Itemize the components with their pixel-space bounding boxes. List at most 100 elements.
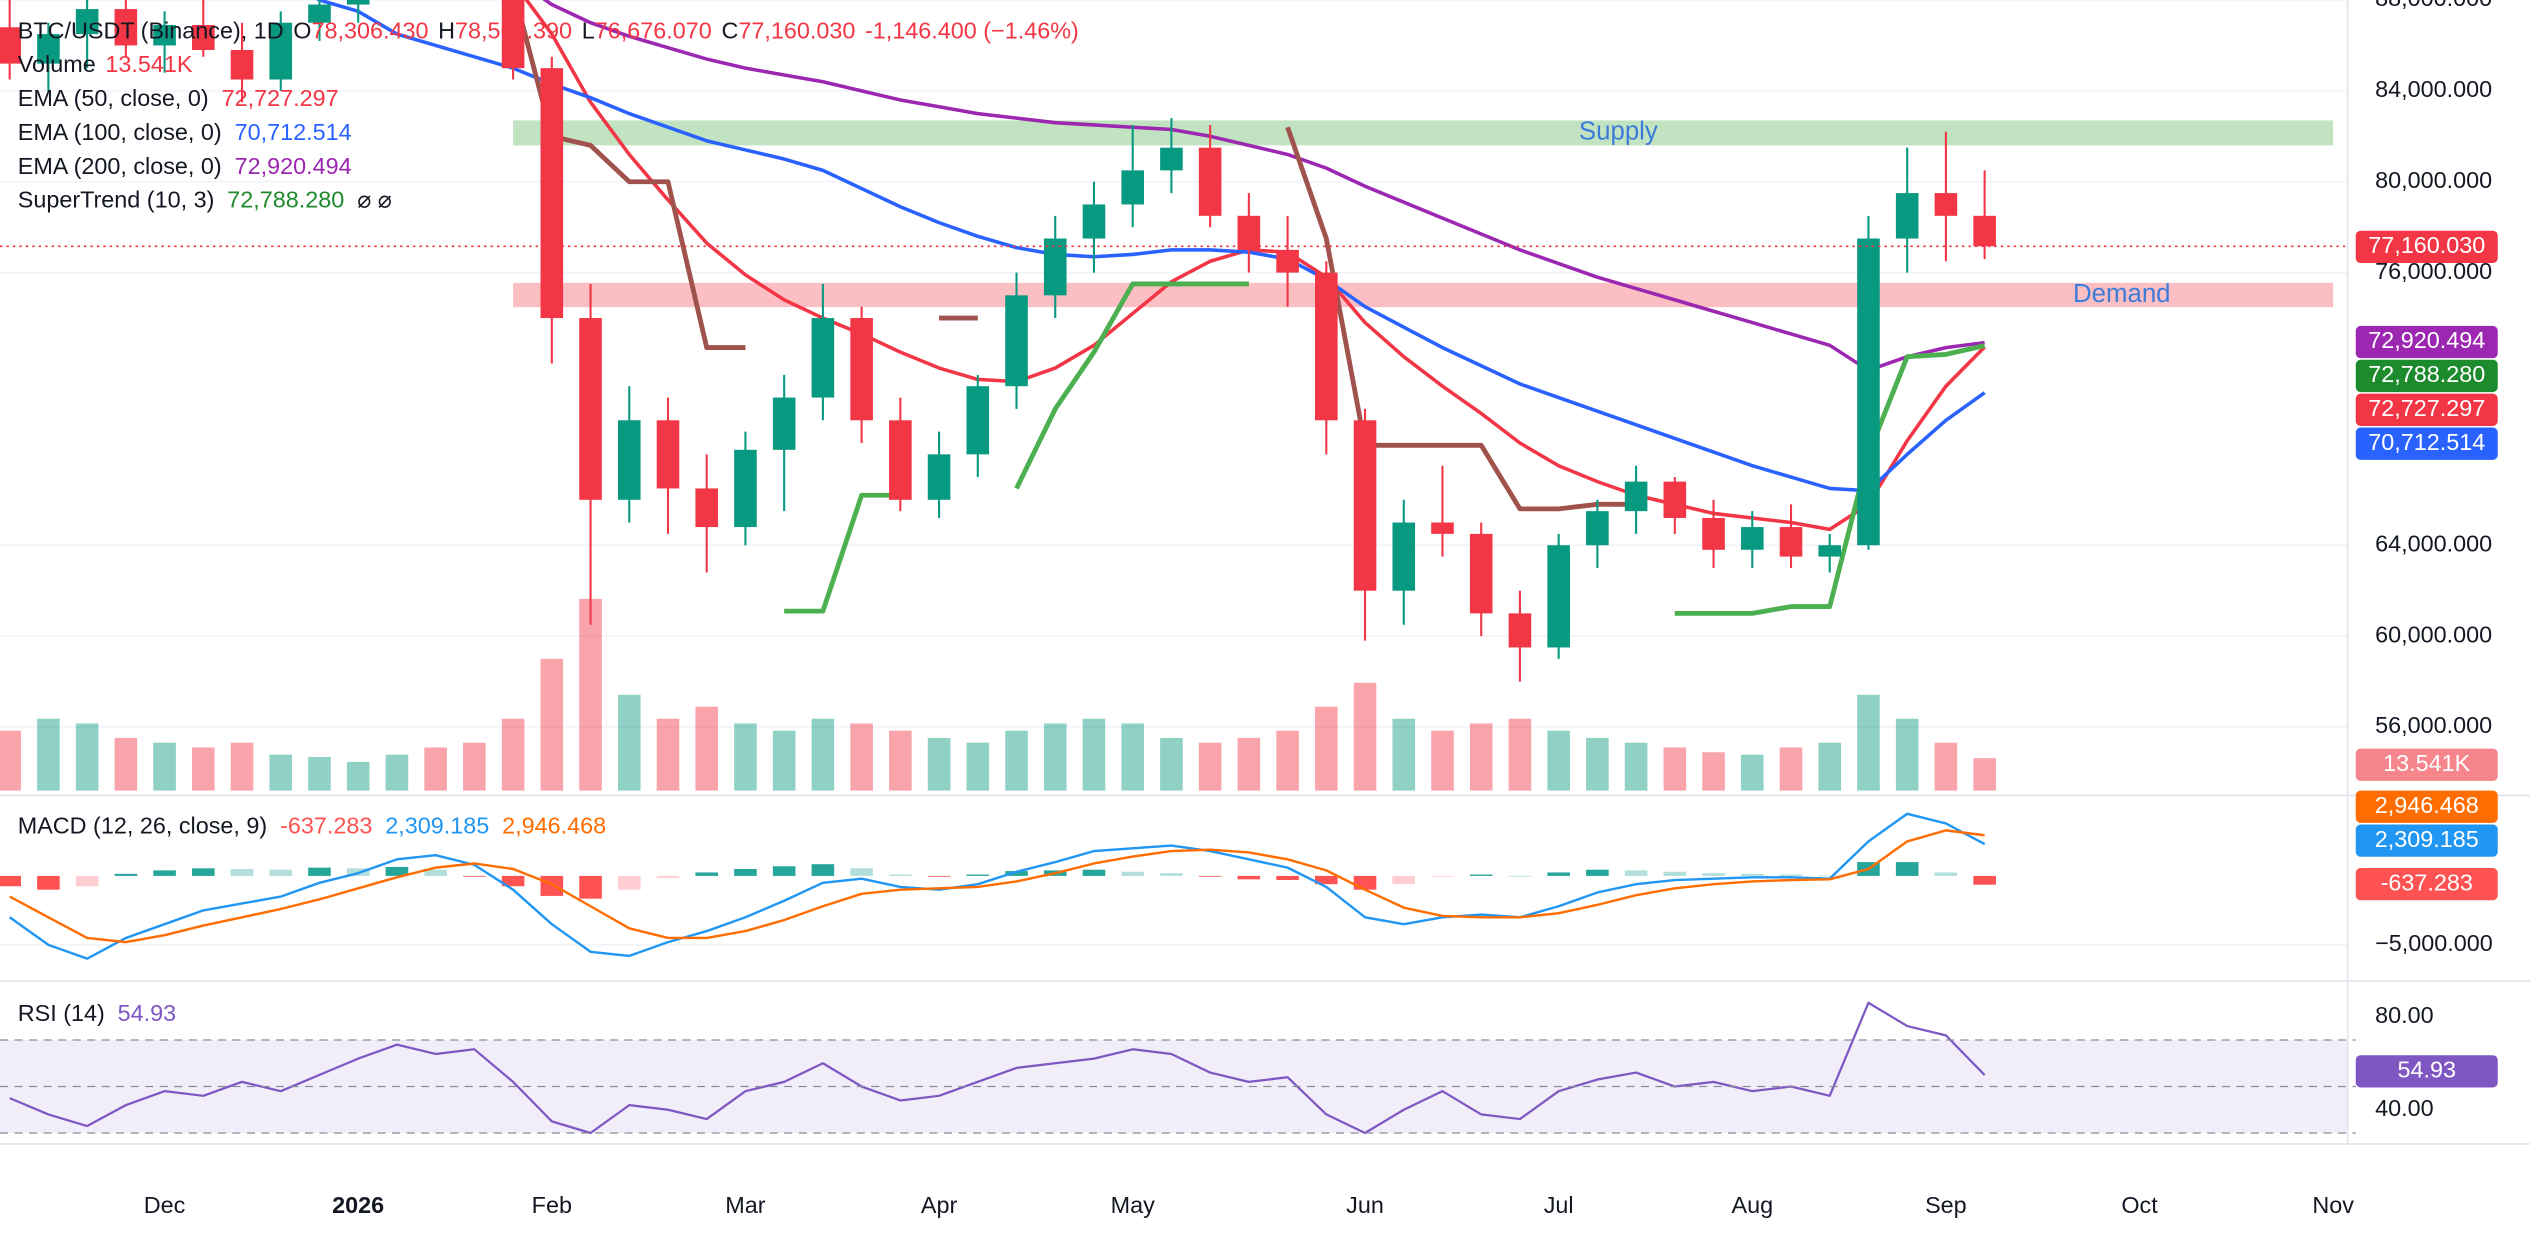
price-badge-label: 77,160.030 [2368,232,2485,258]
y-tick-label: 88,000.000 [2375,0,2492,11]
volume-bar [1237,737,1261,791]
legend-text: 72,788.280 [227,187,344,213]
candle-body [1121,170,1144,205]
legend-text: 72,727.297 [222,85,339,111]
candle-body [1469,533,1493,614]
macd-histogram-bar [1082,869,1106,876]
volume-bar [889,730,912,791]
candle-body [889,420,912,500]
price-badge [2355,1055,2498,1088]
macd-histogram-bar [1624,870,1648,876]
macd-histogram-bar [1160,873,1183,876]
macd-histogram-bar [1276,875,1299,881]
candle-body [501,0,525,69]
legend-text: -637.283 [280,813,372,839]
macd-histogram-bar [772,866,796,876]
macd-histogram-bar [734,869,757,876]
macd-histogram-bar [75,875,99,887]
legend-text: L [582,17,595,43]
macd-histogram-bar [811,864,835,876]
macd-histogram-bar [966,874,990,876]
legend-text: EMA (200, close, 0) [18,153,222,179]
candle-body [579,318,602,500]
legend-text: 54.93 [118,1000,177,1026]
macd-histogram-bar [1508,875,1532,877]
price-badge [2355,359,2498,393]
legend-text: C [721,17,738,43]
volume-bar [0,730,21,791]
candle-body [1547,545,1570,648]
legend-text: BTC/USDT (Binance), 1D [18,17,284,43]
candle-body [695,488,719,528]
volume-bar [192,747,215,791]
price-badge [2355,824,2498,857]
price-badge-label: 2,946.468 [2375,792,2479,818]
volume-bar [617,694,641,791]
volume-bar [463,742,486,791]
legend-text: RSI (14) [18,1000,105,1026]
volume-bar [1740,754,1764,791]
legend-row: RSI (14) 54.93 [18,1000,176,1026]
volume-bar [1315,706,1338,791]
volume-bar [927,737,951,791]
candle-body [153,24,176,46]
y-tick-label: 60,000.000 [2375,621,2492,647]
supertrend-up [784,281,1986,616]
price-badge-label: 72,727.297 [2368,395,2485,421]
axes: 56,000.00060,000.00064,000.00076,000.000… [0,0,2498,1218]
legend-row: EMA (200, close, 0) 72,920.494 [18,153,352,179]
candle-body [1934,193,1958,216]
price-badge-label: 70,712.514 [2368,429,2485,455]
macd-histogram-bar [1392,875,1416,885]
rsi-pane [0,1001,2348,1135]
volume-bar [1160,737,1183,791]
volume-bar [1586,737,1609,791]
candle-body [1663,481,1687,518]
x-tick-label: Sep [1925,1192,1967,1218]
legend-text: EMA (100, close, 0) [18,119,222,145]
macd-histogram-bar [1469,874,1493,876]
price-badge [2355,868,2498,901]
volume-bar [1547,730,1570,791]
macd-histogram-bar [1237,875,1261,880]
candle-body [966,386,990,455]
price-badge [2355,748,2498,781]
price-badge [2355,427,2498,460]
volume-bar [540,658,564,791]
y-tick-label: 84,000.000 [2375,76,2492,102]
legend-text: 70,712.514 [235,119,352,145]
volume-bar [1702,752,1725,791]
macd-histogram-bar [1818,875,1842,877]
legend-text: O [293,17,311,43]
zone [513,120,2334,146]
legend-text: Volume [18,51,96,77]
volume-bar [308,757,331,791]
price-badge-label: 13.541K [2383,750,2470,776]
volume-bar [966,742,990,791]
candle-body [1624,481,1648,512]
macd-histogram-bar [1663,871,1687,876]
candle-body [269,22,293,80]
volume-bar [269,754,293,791]
legend: BTC/USDT (Binance), 1D O78,306.430 H78,564… [18,17,1079,1026]
candle-body [1818,545,1842,557]
price-badge [2355,325,2498,359]
x-tick-label: Apr [921,1192,958,1218]
candle-body [1043,238,1067,296]
volume-bar [1973,758,1996,791]
macd-histogram-bar [695,872,719,876]
volume-bar [1431,730,1454,791]
macd-histogram-bar [617,875,641,890]
y-tick-label: 80.00 [2375,1002,2434,1028]
rsi-line [9,1001,1986,1135]
legend-row: MACD (12, 26, close, 9) -637.283 2,309.185… [18,813,606,839]
legend-row: EMA (100, close, 0) 70,712.514 [18,119,352,145]
candle-body [1431,522,1454,534]
candle-body [1508,613,1532,648]
ema-line [315,0,1986,493]
volume-bar [37,718,60,791]
legend-text: 13.541K [105,51,192,77]
volume-bar [424,747,447,791]
macd-histogram-bar [579,875,602,899]
signal-line [9,829,1985,944]
